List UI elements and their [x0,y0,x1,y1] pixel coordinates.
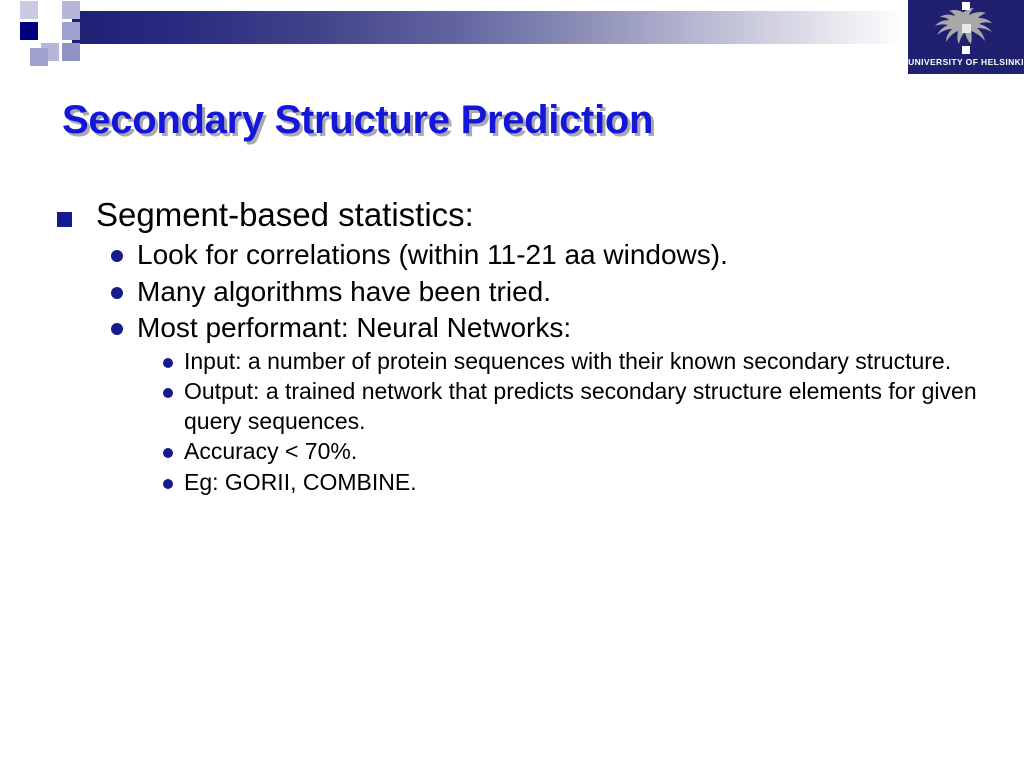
dot-bullet-icon [163,388,173,399]
decor-square-0 [20,1,38,19]
list-item-label: Input: a number of protein sequences wit… [184,347,952,374]
dot-bullet-icon [163,448,173,459]
decor-square-7 [30,48,48,66]
university-logo: UNIVERSITY OF HELSINKI [908,0,1024,74]
list-item-label: Accuracy < 70%. [184,438,358,465]
square-bullet-icon [57,212,72,227]
list-item-label: Most performant: Neural Networks: [137,312,572,344]
dot-bullet-icon [163,478,173,489]
list-item-label: Segment-based statistics: [96,196,474,233]
page-title: Secondary Structure Prediction [62,98,654,142]
decor-square-5 [62,22,80,40]
dot-bullet-icon [111,286,123,299]
list-item-label: Output: a trained network that predicts … [184,378,977,434]
decor-square-2 [41,22,59,40]
list-item: Many algorithms have been tried. [0,274,1024,310]
list-item: Accuracy < 70%. [0,437,1024,466]
slide-header-decoration [0,0,1024,80]
header-gradient-bar [72,11,904,44]
university-logo-caption: UNIVERSITY OF HELSINKI [908,57,1024,67]
helsinki-griffin-emblem-icon [935,2,992,54]
list-item-label: Eg: GORII, COMBINE. [184,468,417,495]
decor-square-4 [62,1,80,19]
list-item-label: Many algorithms have been tried. [137,275,551,307]
slide-body: Segment-based statistics: Look for corre… [0,195,1024,498]
dot-bullet-icon [111,323,123,336]
list-item: Segment-based statistics: [0,195,1024,235]
list-item: Look for correlations (within 11-21 aa w… [0,237,1024,273]
list-item-label: Look for correlations (within 11-21 aa w… [137,239,728,271]
list-item: Input: a number of protein sequences wit… [0,347,1024,376]
list-item: Eg: GORII, COMBINE. [0,468,1024,497]
list-item: Output: a trained network that predicts … [0,377,1024,436]
list-item: Most performant: Neural Networks: [0,310,1024,346]
dot-bullet-icon [111,250,123,263]
decor-square-1 [20,22,38,40]
dot-bullet-icon [163,357,173,368]
decor-square-6 [62,43,80,61]
